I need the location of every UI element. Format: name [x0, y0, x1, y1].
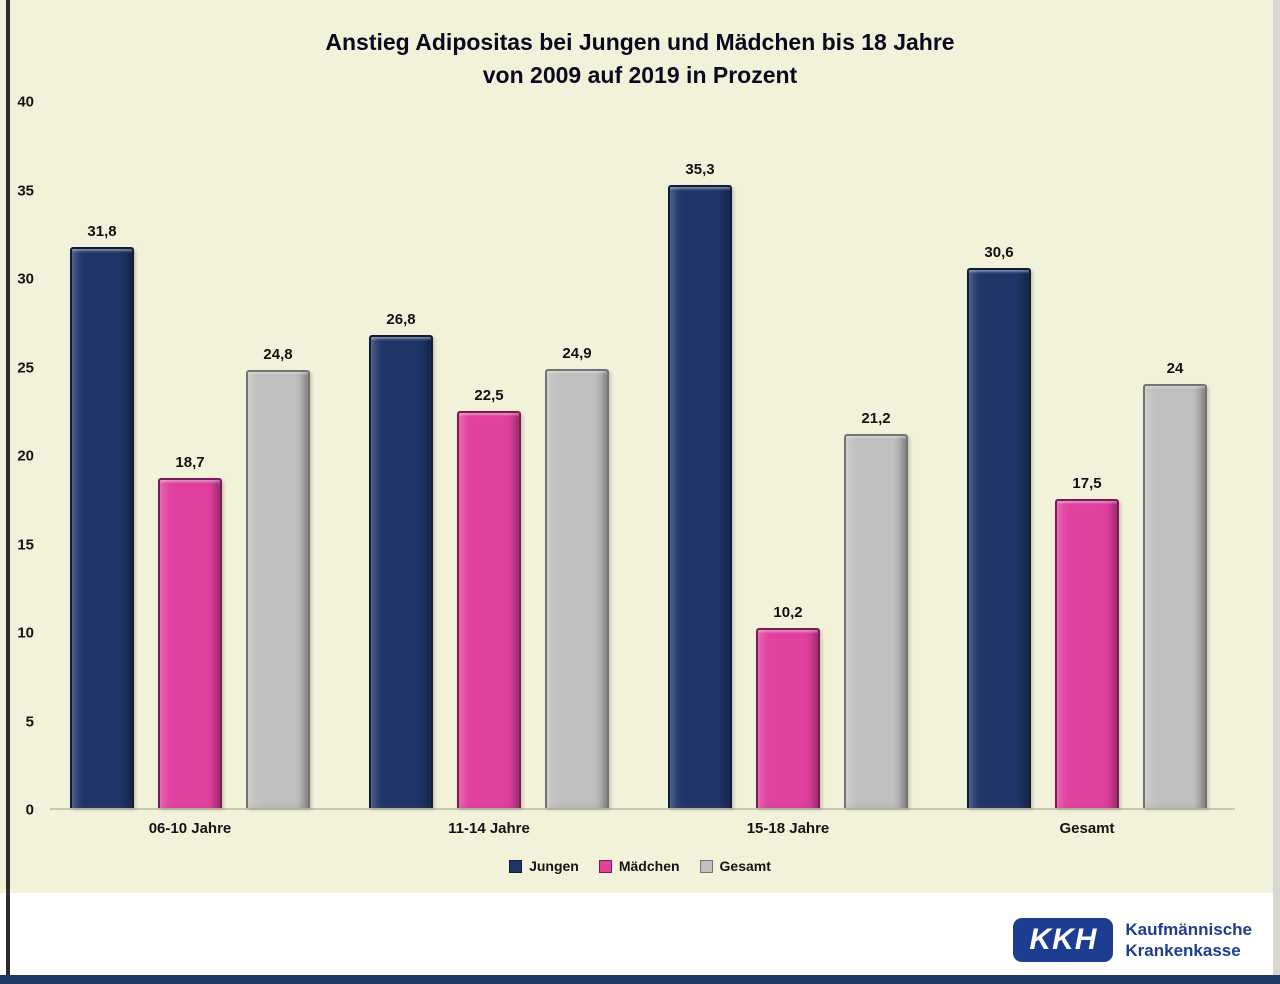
chart-title-line2: von 2009 auf 2019 in Prozent	[482, 62, 798, 88]
category-label: Gesamt	[1059, 820, 1115, 837]
bar-value-label: 31,8	[87, 222, 117, 240]
bar-jungen	[967, 267, 1031, 808]
legend-item: Jungen	[509, 858, 579, 874]
y-tick-label: 0	[25, 801, 34, 819]
bar-slot: 17,5	[1055, 102, 1119, 808]
bar-madchen	[457, 410, 521, 808]
legend-swatch	[598, 859, 612, 873]
bar-jungen	[668, 184, 732, 808]
bar-slot: 24,9	[545, 102, 609, 808]
footer-accent-strip	[0, 975, 1280, 984]
y-tick-label: 30	[17, 270, 34, 288]
bar-value-label: 30,6	[984, 243, 1014, 261]
bar-gesamt	[246, 370, 310, 808]
y-tick-label: 5	[25, 713, 34, 730]
bar-value-label: 26,8	[386, 310, 416, 328]
y-tick-label: 20	[17, 447, 34, 465]
kkh-logo-name-line1: Kaufmännische	[1125, 920, 1252, 939]
bar-slot: 26,8	[369, 102, 433, 808]
bar-slot: 18,7	[158, 102, 222, 808]
kkh-logo-icon: KKH	[1013, 918, 1114, 962]
bar-gesamt	[1143, 384, 1207, 808]
category-label: 15-18 Jahre	[746, 820, 830, 837]
bar-group: 31,8 18,7 24,8 06-10 Jahre	[70, 102, 310, 837]
bar-slot: 35,3	[668, 102, 732, 808]
scrollbar[interactable]	[1273, 0, 1280, 984]
chart-title-line1: Anstieg Adipositas bei Jungen und Mädche…	[325, 29, 955, 55]
y-tick-label: 40	[17, 93, 34, 111]
window-left-edge	[6, 0, 10, 984]
y-axis: 0 5 10 15 20 25 30 35 40	[0, 95, 42, 818]
y-tick-label: 25	[17, 359, 34, 376]
bar-slot: 24,8	[246, 102, 310, 808]
legend-label: Mädchen	[618, 858, 680, 874]
bar-value-label: 24,9	[562, 344, 592, 362]
legend-item: Gesamt	[699, 858, 771, 874]
bar-value-label: 21,2	[861, 409, 891, 427]
bar-value-label: 35,3	[685, 160, 715, 178]
bar-slot: 30,6	[967, 102, 1031, 808]
kkh-logo-name-line2: Krankenkasse	[1125, 941, 1241, 960]
plot-area: 31,8 18,7 24,8 06-10 Jahre 26,8 22,5 24,9 11-14…	[50, 102, 1235, 837]
bar-value-label: 24,8	[263, 346, 293, 364]
bar-value-label: 10,2	[773, 603, 803, 621]
category-label: 11-14 Jahre	[448, 820, 530, 837]
bar-value-label: 17,5	[1072, 475, 1102, 493]
bar-gesamt	[545, 368, 609, 808]
legend-label: Jungen	[529, 858, 579, 874]
bar-group: 35,3 10,2 21,2 15-18 Jahre	[668, 102, 908, 837]
bar-madchen	[158, 477, 222, 808]
bar-slot: 21,2	[844, 102, 908, 808]
bar-slot: 10,2	[756, 102, 820, 808]
y-tick-label: 35	[17, 182, 34, 199]
y-tick-label: 10	[17, 624, 34, 642]
chart-title: Anstieg Adipositas bei Jungen und Mädche…	[0, 26, 1280, 92]
bar-slot: 24	[1143, 102, 1207, 808]
bar-jungen	[369, 334, 433, 808]
bar-group: 26,8 22,5 24,9 11-14 Jahre	[369, 102, 609, 837]
bar-value-label: 22,5	[474, 386, 504, 404]
legend-label: Gesamt	[719, 858, 771, 874]
legend-swatch	[699, 859, 713, 873]
legend: Jungen Mädchen Gesamt	[0, 858, 1280, 874]
bar-jungen	[70, 246, 134, 808]
category-label: 06-10 Jahre	[148, 820, 232, 837]
y-tick-label: 15	[17, 536, 34, 553]
bar-group: 30,6 17,5 24 Gesamt	[967, 102, 1207, 837]
bar-groups: 31,8 18,7 24,8 06-10 Jahre 26,8 22,5 24,9 11-14…	[50, 102, 1235, 837]
bar-value-label: 24	[1166, 360, 1184, 378]
legend-item: Mädchen	[598, 858, 680, 874]
bar-madchen	[756, 627, 820, 808]
kkh-logo-name: Kaufmännische Krankenkasse	[1125, 919, 1252, 961]
bar-madchen	[1055, 499, 1119, 808]
bar-gesamt	[844, 433, 908, 808]
bar-value-label: 18,7	[175, 453, 205, 471]
kkh-logo: KKH Kaufmännische Krankenkasse	[1013, 918, 1252, 962]
bar-slot: 31,8	[70, 102, 134, 808]
bar-slot: 22,5	[457, 102, 521, 808]
legend-swatch	[509, 859, 523, 873]
